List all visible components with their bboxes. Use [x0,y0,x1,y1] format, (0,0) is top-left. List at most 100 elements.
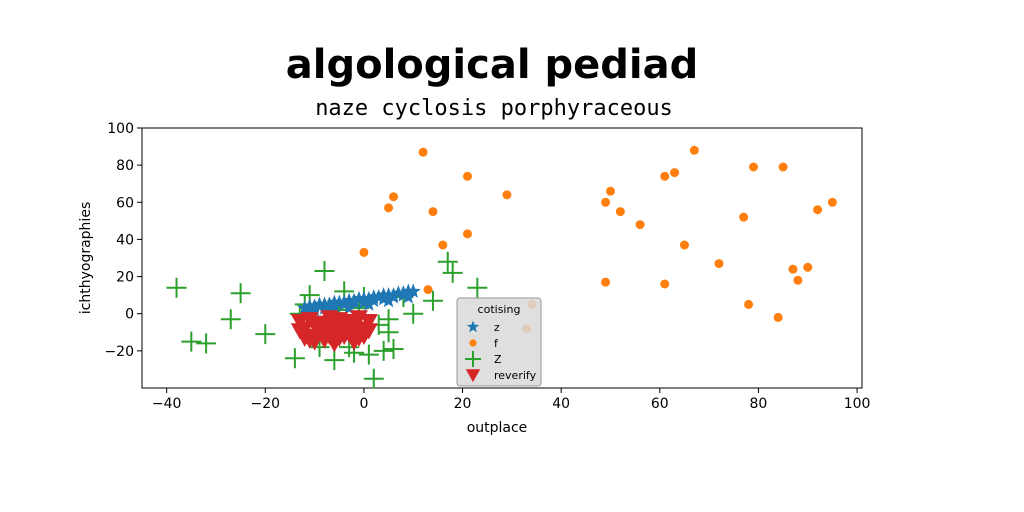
point-z [442,262,463,283]
legend-title: cotising [478,303,521,316]
point-z [467,277,488,298]
point-z [255,324,276,345]
point-f [438,240,448,250]
point-f [615,207,625,217]
point-z [405,283,421,298]
point-f [739,212,749,222]
point-z [358,344,379,365]
point-f [502,190,512,200]
point-f [714,259,724,269]
point-f [827,197,837,207]
point-f [605,186,615,196]
point-z [297,300,313,315]
point-z [314,261,335,281]
y-tick-label: 40 [116,232,134,248]
point-f [462,229,472,239]
point-f [679,240,689,250]
y-tick-label: 0 [125,307,134,323]
point-z [341,300,357,315]
point-reverify [300,332,319,349]
x-tick-label: −20 [251,396,281,412]
point-z [230,283,251,304]
x-tick-label: 100 [844,396,871,412]
point-z [378,322,399,343]
point-f [635,220,645,230]
point-reverify [349,310,368,327]
legend-box [456,297,542,387]
point-z [326,298,342,313]
legend-marker-z [466,320,480,333]
point-z [302,303,318,319]
chart-subtitle: naze cyclosis porphyraceous [315,96,673,121]
point-f [813,205,823,215]
point-f [359,247,369,257]
point-z [316,300,333,315]
point-z [181,331,202,352]
point-reverify [320,328,339,345]
point-f [389,192,399,202]
y-tick-label: 100 [107,121,134,137]
point-z [366,292,382,308]
point-z [381,292,397,308]
x-tick-label: 20 [454,396,472,412]
point-reverify [359,313,378,331]
point-z [371,289,387,304]
x-tick-label: 40 [552,396,570,412]
point-f [793,275,803,285]
legend-marker-reverify [465,369,481,383]
point-f [778,162,788,172]
point-f [744,299,754,309]
point-z [373,340,394,361]
point-z [363,368,384,389]
point-z [437,251,458,272]
point-z [220,309,241,330]
point-z [284,348,305,369]
y-tick-label: 20 [116,270,134,286]
plot-frame [141,127,863,389]
chart-title: algological pediad [286,42,698,88]
legend-label: z [494,321,500,334]
legend-marker-f [469,339,477,347]
point-f [384,203,394,213]
point-reverify [349,330,368,347]
x-tick-label: 80 [750,396,768,412]
point-reverify [310,321,329,338]
point-z [400,289,416,304]
point-z [324,350,345,371]
y-tick-label: 80 [116,158,134,174]
point-f [749,162,759,172]
point-z [395,287,411,302]
point-f [423,285,433,295]
point-z [336,296,352,311]
y-tick-label: 60 [116,195,134,211]
legend-label: reverify [494,369,537,382]
legend-marker-z [465,351,481,367]
point-f [462,171,472,181]
point-f [788,264,798,274]
point-z [356,294,372,309]
plot-area: −40 −20 0 20 40 60 80 100 −20 0 20 40 60 80 100 cotisin… [104,121,870,412]
point-z [376,290,392,306]
point-f [418,147,428,157]
point-z [422,290,443,311]
point-z [346,294,362,309]
x-tick-label: −40 [152,396,182,412]
point-z [383,339,404,359]
point-z [166,277,187,298]
point-z [361,296,377,311]
y-axis-label: ichthyographies [78,202,94,314]
point-f [670,168,680,178]
point-f [773,312,783,322]
point-f [428,207,438,217]
point-f [601,277,611,287]
point-z [307,302,323,317]
point-z [321,302,337,317]
point-f [803,262,813,272]
point-f [601,197,611,207]
point-f [689,145,699,155]
x-tick-label: 60 [651,396,669,412]
legend-label: f [494,337,499,350]
x-tick-label: 0 [359,396,368,412]
legend-label: Z [494,353,502,366]
